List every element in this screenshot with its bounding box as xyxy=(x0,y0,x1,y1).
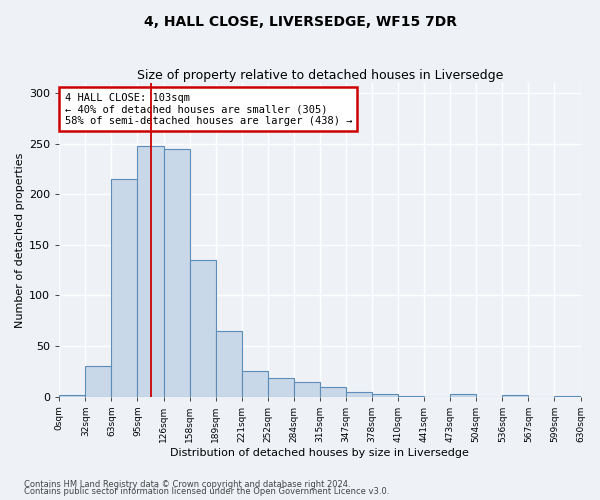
Text: 4 HALL CLOSE: 103sqm
← 40% of detached houses are smaller (305)
58% of semi-deta: 4 HALL CLOSE: 103sqm ← 40% of detached h… xyxy=(65,92,352,126)
Bar xyxy=(242,372,268,396)
Text: Contains HM Land Registry data © Crown copyright and database right 2024.: Contains HM Land Registry data © Crown c… xyxy=(24,480,350,489)
Bar xyxy=(137,146,164,397)
Bar xyxy=(450,394,476,396)
Bar xyxy=(268,378,294,396)
Bar xyxy=(372,394,398,396)
Bar xyxy=(190,260,215,396)
Bar xyxy=(215,331,242,396)
Bar xyxy=(320,388,346,396)
Title: Size of property relative to detached houses in Liversedge: Size of property relative to detached ho… xyxy=(137,69,503,82)
Y-axis label: Number of detached properties: Number of detached properties xyxy=(15,152,25,328)
Bar xyxy=(502,394,529,396)
Bar xyxy=(346,392,372,396)
Bar xyxy=(294,382,320,396)
Text: 4, HALL CLOSE, LIVERSEDGE, WF15 7DR: 4, HALL CLOSE, LIVERSEDGE, WF15 7DR xyxy=(143,15,457,29)
Bar xyxy=(164,149,190,396)
Text: Contains public sector information licensed under the Open Government Licence v3: Contains public sector information licen… xyxy=(24,487,389,496)
X-axis label: Distribution of detached houses by size in Liversedge: Distribution of detached houses by size … xyxy=(170,448,469,458)
Bar xyxy=(59,394,85,396)
Bar xyxy=(112,179,137,396)
Bar xyxy=(85,366,112,396)
